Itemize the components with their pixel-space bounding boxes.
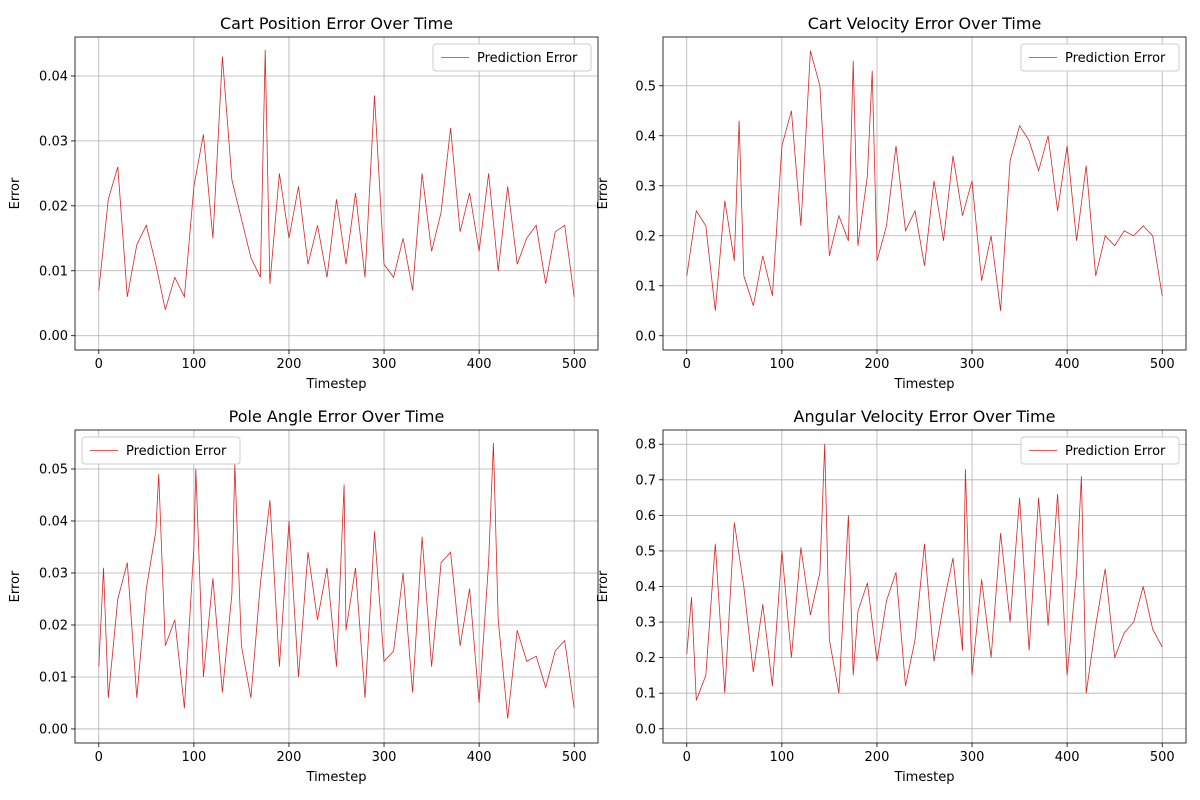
x-tick-label: 500 (1150, 750, 1175, 765)
y-tick-label: 0.0 (635, 722, 656, 737)
x-axis-label: Timestep (306, 377, 367, 392)
y-tick-label: 0.3 (635, 616, 656, 631)
y-tick-label: 0.4 (635, 129, 656, 144)
y-tick-label: 0.5 (635, 544, 656, 559)
y-tick-label: 0.01 (39, 670, 68, 685)
y-tick-label: 0.1 (635, 687, 656, 702)
x-tick-label: 100 (181, 357, 206, 372)
x-tick-label: 0 (95, 357, 103, 372)
x-axis-label: Timestep (306, 770, 367, 785)
y-tick-label: 0.00 (39, 722, 68, 737)
y-tick-label: 0.4 (635, 580, 656, 595)
y-axis-label: Error (8, 570, 23, 602)
y-tick-label: 0.3 (635, 179, 656, 194)
x-axis-label: Timestep (894, 377, 955, 392)
x-axis-label: Timestep (894, 770, 955, 785)
x-tick-label: 100 (769, 750, 794, 765)
y-tick-label: 0.0 (635, 329, 656, 344)
y-tick-label: 0.00 (39, 329, 68, 344)
axes-frame (662, 36, 1187, 351)
legend-label: Prediction Error (477, 51, 578, 66)
legend-box (1020, 436, 1180, 465)
x-tick-label: 100 (769, 357, 794, 372)
x-tick-label: 0 (95, 750, 103, 765)
y-tick-label: 0.7 (635, 473, 656, 488)
legend-label: Prediction Error (1065, 51, 1166, 66)
x-tick-label: 300 (960, 357, 985, 372)
legend: Prediction Error (1020, 43, 1180, 72)
y-tick-label: 0.8 (635, 438, 656, 453)
y-tick-label: 0.04 (39, 514, 68, 529)
x-tick-label: 200 (865, 750, 890, 765)
x-tick-label: 400 (467, 750, 492, 765)
legend-label: Prediction Error (126, 444, 227, 459)
x-tick-label: 0 (683, 357, 691, 372)
y-tick-label: 0.2 (635, 229, 656, 244)
y-tick-label: 0.04 (39, 69, 68, 84)
y-tick-label: 0.02 (39, 618, 68, 633)
legend-box (81, 436, 241, 465)
y-tick-label: 0.01 (39, 264, 68, 279)
x-tick-label: 300 (372, 750, 397, 765)
chart-title: Angular Velocity Error Over Time (794, 407, 1056, 426)
y-axis-label: Error (596, 177, 611, 209)
axes-frame (74, 36, 599, 351)
legend: Prediction Error (432, 43, 592, 72)
x-tick-label: 100 (181, 750, 206, 765)
chart-panel-2: 0 100 200 300 400 500 0.0 0.1 0.2 0.3 0.4 0.5 Cart V… (596, 14, 1187, 392)
axes-frame (74, 429, 599, 744)
chart-panel-4: 0 100 200 300 400 500 0.0 0.1 0.2 0.3 0.4 0.5 0.6 0.7… (596, 407, 1187, 785)
legend: Prediction Error (81, 436, 241, 465)
x-tick-label: 200 (865, 357, 890, 372)
x-tick-label: 400 (1055, 357, 1080, 372)
x-tick-label: 500 (562, 750, 587, 765)
series-line-prediction-error (98, 49, 575, 310)
series-line-prediction-error (686, 444, 1163, 701)
chart-title: Cart Position Error Over Time (220, 14, 453, 33)
legend-label: Prediction Error (1065, 444, 1166, 459)
chart-title: Cart Velocity Error Over Time (808, 14, 1042, 33)
x-tick-label: 0 (683, 750, 691, 765)
x-tick-label: 300 (960, 750, 985, 765)
x-tick-label: 500 (562, 357, 587, 372)
legend-box (1020, 43, 1180, 72)
x-tick-label: 200 (277, 357, 302, 372)
y-tick-label: 0.5 (635, 79, 656, 94)
legend-box (432, 43, 592, 72)
x-tick-label: 400 (1055, 750, 1080, 765)
y-axis-label: Error (8, 177, 23, 209)
x-tick-label: 400 (467, 357, 492, 372)
series-line-prediction-error (686, 50, 1163, 311)
x-tick-label: 500 (1150, 357, 1175, 372)
y-tick-label: 0.03 (39, 566, 68, 581)
y-tick-label: 0.05 (39, 462, 68, 477)
y-tick-label: 0.2 (635, 651, 656, 666)
y-axis-label: Error (596, 570, 611, 602)
chart-panel-3: 0 100 200 300 400 500 0.00 0.01 0.02 0.03 0.04 0.05… (8, 407, 599, 785)
chart-panel-1: 0 100 200 300 400 500 0.00 0.01 0.02 0.03 0.04 Cart… (8, 14, 599, 392)
legend: Prediction Error (1020, 436, 1180, 465)
chart-title: Pole Angle Error Over Time (229, 407, 445, 426)
x-tick-label: 300 (372, 357, 397, 372)
y-tick-label: 0.02 (39, 199, 68, 214)
x-tick-label: 200 (277, 750, 302, 765)
y-tick-label: 0.1 (635, 279, 656, 294)
y-tick-label: 0.03 (39, 134, 68, 149)
y-tick-label: 0.6 (635, 509, 656, 524)
series-line-prediction-error (98, 442, 575, 719)
